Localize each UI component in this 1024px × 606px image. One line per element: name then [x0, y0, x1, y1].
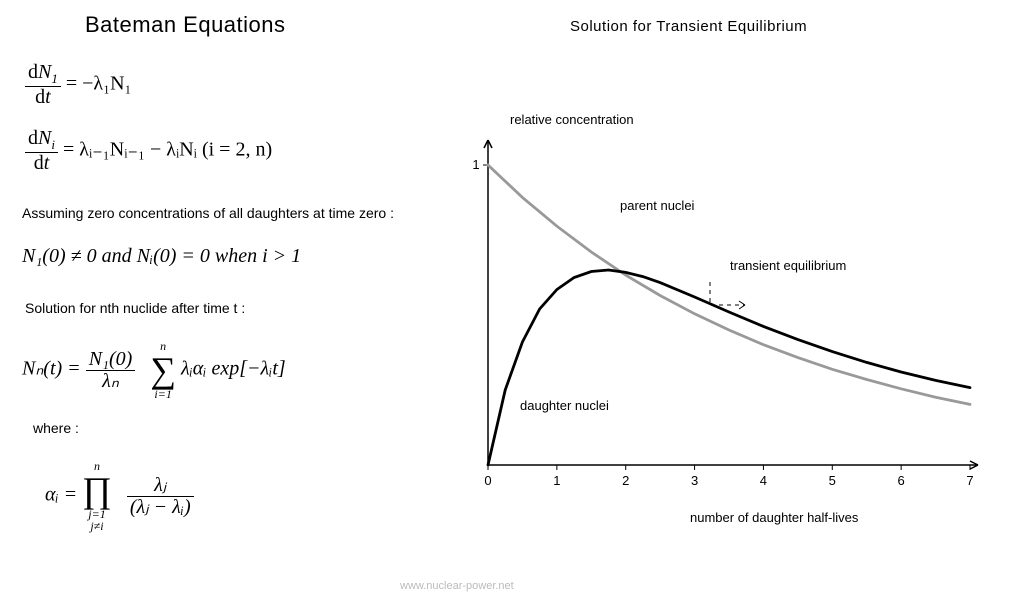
svg-text:4: 4 — [760, 473, 767, 488]
chart-svg: relative concentration 0 1 2 3 4 5 6 7 1 parent … — [460, 110, 1020, 540]
label-parent-nuclei: parent nuclei — [620, 198, 695, 213]
equation-alpha: αᵢ = n ∏ j=1 j≠i λⱼ (λⱼ − λᵢ) — [45, 460, 194, 532]
svg-text:1: 1 — [472, 157, 479, 172]
title-right: Solution for Transient Equilibrium — [570, 18, 807, 35]
note-solution: Solution for nth nuclide after time t : — [25, 300, 245, 316]
svg-text:2: 2 — [622, 473, 629, 488]
plot-area: 0 1 2 3 4 5 6 7 1 — [472, 140, 978, 488]
x-axis-label: number of daughter half-lives — [690, 510, 859, 525]
svg-text:6: 6 — [898, 473, 905, 488]
equation-dn1-dt: dN1 dt = −λ₁N₁ — [25, 62, 132, 108]
note-assumption: Assuming zero concentrations of all daug… — [22, 205, 394, 221]
svg-text:5: 5 — [829, 473, 836, 488]
arrow-indicator-head — [739, 301, 745, 309]
svg-text:7: 7 — [966, 473, 973, 488]
y-axis-label: relative concentration — [510, 112, 634, 127]
note-where: where : — [33, 420, 79, 436]
equation-dni-dt: dNi dt = λᵢ₋₁Nᵢ₋₁ − λᵢNᵢ (i = 2, n) — [25, 128, 272, 174]
svg-text:1: 1 — [553, 473, 560, 488]
equation-initial-conditions: N₁(0) ≠ 0 and Nᵢ(0) = 0 when i > 1 — [22, 245, 301, 268]
title-left: Bateman Equations — [85, 12, 286, 38]
equation-solution: Nₙ(t) = N₁(0) λₙ n ∑ i=1 λᵢαᵢ exp[−λᵢt] — [22, 340, 286, 400]
label-transient-equilibrium: transient equilibrium — [730, 258, 846, 273]
svg-text:0: 0 — [484, 473, 491, 488]
watermark: www.nuclear-power.net — [400, 580, 514, 592]
label-daughter-nuclei: daughter nuclei — [520, 398, 609, 413]
svg-text:3: 3 — [691, 473, 698, 488]
chart-transient-equilibrium: relative concentration 0 1 2 3 4 5 6 7 1 parent … — [460, 110, 1020, 540]
